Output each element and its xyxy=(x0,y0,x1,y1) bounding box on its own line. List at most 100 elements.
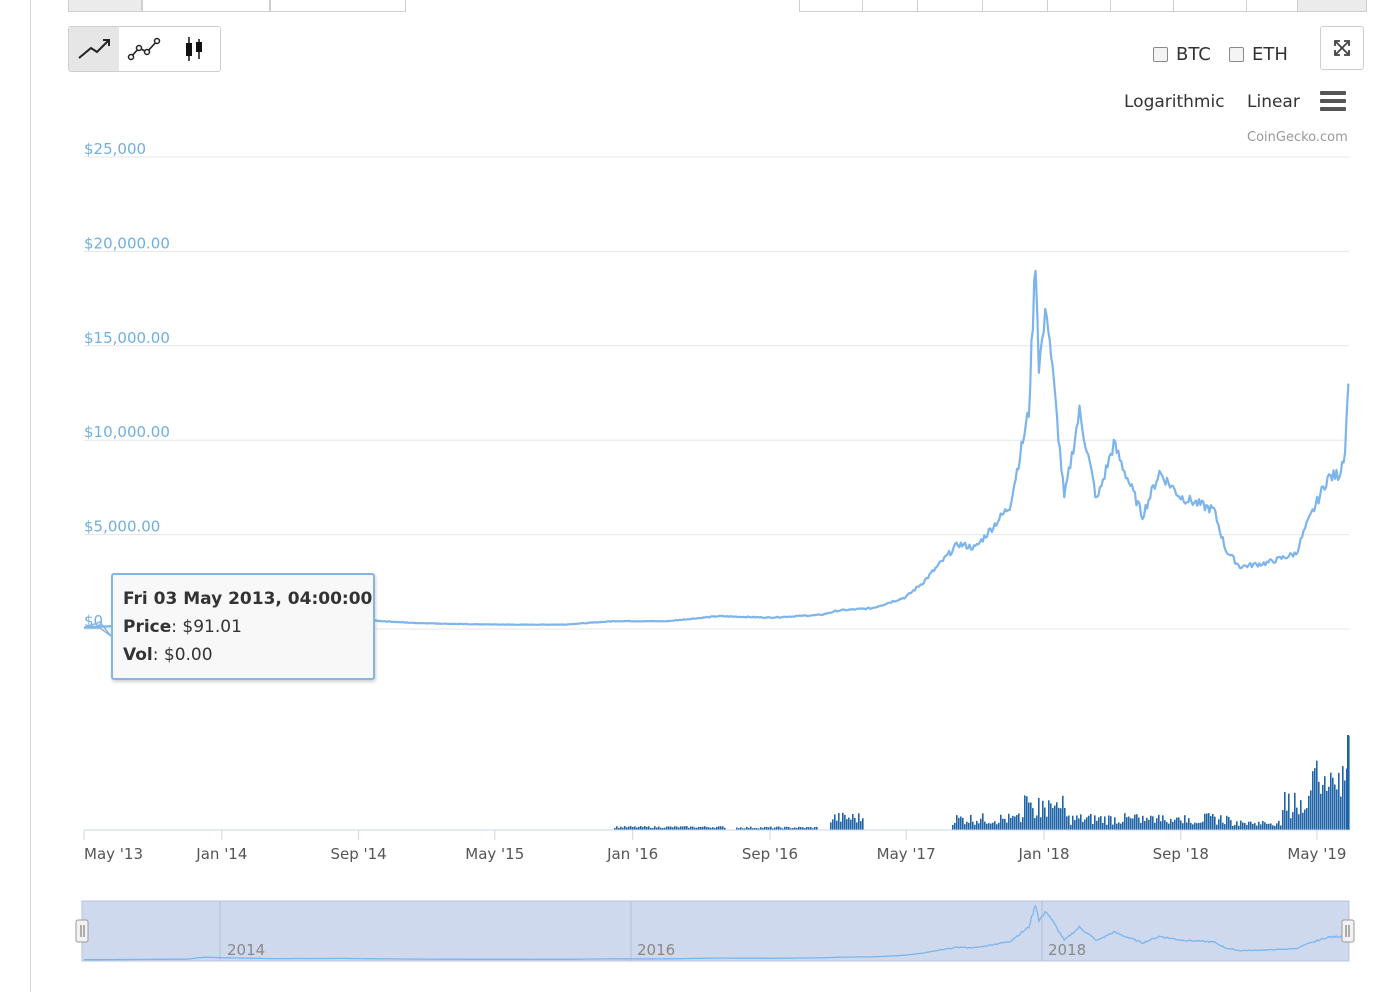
volume-bar xyxy=(1280,825,1282,830)
volume-bar xyxy=(1004,818,1006,830)
x-tick-label: May '15 xyxy=(465,845,524,863)
top-tab[interactable] xyxy=(68,0,142,12)
volume-bar xyxy=(1180,820,1182,830)
compare-eth-checkbox[interactable]: ETH xyxy=(1229,44,1288,65)
volume-bar xyxy=(1272,825,1274,830)
volume-bar xyxy=(1064,808,1066,830)
volume-bar xyxy=(1104,816,1106,830)
volume-bar xyxy=(1286,810,1288,830)
volume-bar xyxy=(1164,820,1166,830)
volume-bar xyxy=(1096,820,1098,830)
volume-bar xyxy=(704,826,706,830)
volume-bar xyxy=(860,821,862,830)
volume-bar xyxy=(1240,820,1242,830)
volume-bars xyxy=(614,735,1350,830)
volume-bar xyxy=(1192,824,1194,830)
logarithmic-scale-button[interactable]: Logarithmic xyxy=(1124,92,1225,112)
volume-bar xyxy=(1108,815,1110,830)
navigator-selection[interactable] xyxy=(81,900,1350,962)
volume-bar xyxy=(648,826,650,830)
volume-bar xyxy=(1208,813,1210,830)
chart-credit[interactable]: CoinGecko.com xyxy=(1247,130,1348,145)
volume-bar xyxy=(738,828,740,830)
linear-scale-button[interactable]: Linear xyxy=(1247,92,1300,112)
volume-bar xyxy=(1086,817,1088,830)
navigator-left-handle[interactable] xyxy=(75,919,89,943)
compare-btc-checkbox[interactable]: BTC xyxy=(1153,44,1211,65)
volume-bar xyxy=(658,826,660,830)
volume-bar xyxy=(810,827,812,830)
tooltip-vol-value: $0.00 xyxy=(163,645,213,665)
checkbox-box[interactable] xyxy=(1153,47,1168,62)
volume-bar xyxy=(1010,817,1012,830)
volume-bar xyxy=(1232,825,1234,830)
volume-bar xyxy=(812,828,814,830)
hamburger-menu-icon[interactable] xyxy=(1320,91,1346,113)
volume-bar xyxy=(1320,793,1322,830)
volume-bar xyxy=(676,826,678,830)
volume-bar xyxy=(1316,760,1318,830)
volume-bar xyxy=(1284,791,1286,830)
y-axis-labels: $25,000 $20,000.00 $15,000.00 $10,000.00 $5,… xyxy=(84,140,170,630)
volume-bar xyxy=(1084,819,1086,830)
volume-bar xyxy=(960,816,962,830)
x-tick-label: Jan '14 xyxy=(195,845,247,863)
navigator-right-handle[interactable] xyxy=(1341,919,1355,943)
volume-bar xyxy=(1090,813,1092,830)
volume-bar xyxy=(1038,797,1040,830)
volume-bar xyxy=(804,828,806,830)
volume-bar xyxy=(630,826,632,830)
volume-bar xyxy=(696,827,698,830)
volume-bar xyxy=(1268,823,1270,830)
volume-bar xyxy=(970,814,972,830)
volume-bar xyxy=(1122,821,1124,830)
navigator-label-2016: 2016 xyxy=(637,941,675,959)
volume-bar xyxy=(1244,823,1246,830)
volume-bar xyxy=(1130,818,1132,830)
volume-bar xyxy=(1334,784,1336,830)
volume-bar xyxy=(1322,784,1324,830)
volume-bar xyxy=(1218,819,1220,830)
volume-bar xyxy=(1156,818,1158,830)
point-line-chart-button[interactable] xyxy=(119,27,169,71)
volume-bar xyxy=(1014,816,1016,830)
checkbox-box[interactable] xyxy=(1229,47,1244,62)
volume-bar xyxy=(1220,815,1222,830)
volume-bar xyxy=(1126,817,1128,830)
volume-bar xyxy=(706,827,708,830)
volume-bar xyxy=(740,827,742,830)
volume-bar xyxy=(800,827,802,830)
volume-bar xyxy=(616,826,618,830)
volume-bar xyxy=(652,827,654,830)
volume-bar xyxy=(712,827,714,830)
volume-bar xyxy=(1282,810,1284,830)
volume-bar xyxy=(1148,819,1150,830)
volume-bar xyxy=(720,826,722,830)
volume-bar xyxy=(742,828,744,830)
volume-bar xyxy=(1018,813,1020,830)
volume-bar xyxy=(1250,821,1252,830)
volume-bar xyxy=(1054,805,1056,830)
volume-bar xyxy=(1246,824,1248,830)
candlestick-chart-button[interactable] xyxy=(169,27,219,71)
volume-bar xyxy=(670,826,672,830)
volume-bar xyxy=(1070,824,1072,830)
top-tab[interactable] xyxy=(142,0,270,12)
volume-bar xyxy=(1144,820,1146,830)
volume-bar xyxy=(1078,818,1080,830)
volume-bar xyxy=(1174,819,1176,830)
top-tab[interactable] xyxy=(270,0,406,12)
volume-bar xyxy=(1264,822,1266,830)
range-tab[interactable] xyxy=(1297,0,1367,12)
tooltip-date: Fri 03 May 2013, 04:00:00 xyxy=(123,589,373,609)
chart-tooltip: Fri 03 May 2013, 04:00:00 Price: $91.01 … xyxy=(111,573,375,680)
line-chart-icon xyxy=(78,39,110,59)
volume-bar xyxy=(1294,792,1296,830)
volume-bar xyxy=(1270,823,1272,830)
line-chart-button[interactable] xyxy=(69,27,119,71)
volume-bar xyxy=(832,819,834,830)
volume-bar xyxy=(1254,823,1256,830)
volume-bar xyxy=(1292,812,1294,830)
fullscreen-button[interactable] xyxy=(1320,26,1364,70)
